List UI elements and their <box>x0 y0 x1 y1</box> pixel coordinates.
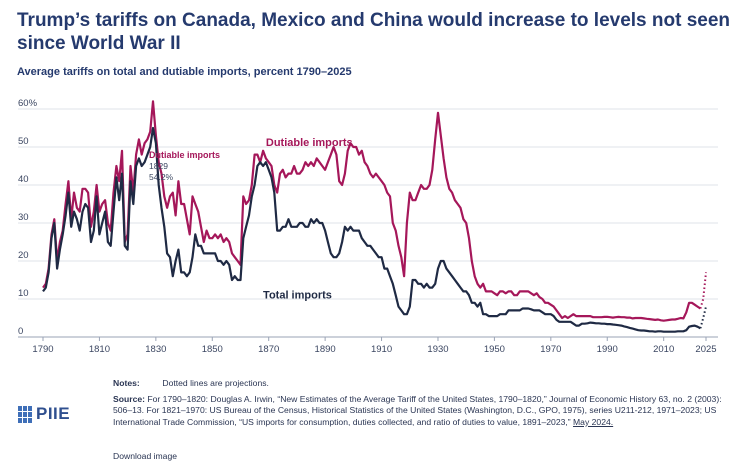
x-tick-label: 1790 <box>32 344 53 355</box>
y-tick-label: 30 <box>18 212 29 223</box>
dutiable-importsprojection-line <box>699 272 707 309</box>
annotation-year: 1829 <box>149 161 168 171</box>
x-tick-label: 1850 <box>202 344 223 355</box>
x-tick-label: 1890 <box>315 344 336 355</box>
y-tick-label: 0 <box>18 326 23 337</box>
source-row: Source: For 1790–1820: Douglas A. Irwin,… <box>113 394 723 428</box>
download-image-link[interactable]: Download image <box>113 451 178 461</box>
x-tick-label: 1930 <box>427 344 448 355</box>
x-tick-label: 1810 <box>89 344 110 355</box>
y-tick-label: 20 <box>18 250 29 261</box>
notes-label: Notes: <box>113 378 140 388</box>
x-tick-label: 1970 <box>540 344 561 355</box>
series-lines <box>42 100 707 333</box>
x-tick-label: 1950 <box>484 344 505 355</box>
dutiable-imports-label: Dutiable imports <box>266 137 353 149</box>
annotation-series-label: Dutiable imports <box>149 150 220 160</box>
x-tick-label: 1830 <box>145 344 166 355</box>
source-text: For 1790–1820: Douglas A. Irwin, “New Es… <box>113 394 722 427</box>
chart-subtitle: Average tariffs on total and dutiable im… <box>17 66 352 78</box>
y-axis-ticks: 0 10 20 30 40 50 60% <box>18 98 38 337</box>
x-axis-ticks: 1790 1810 1830 1850 1870 1890 1910 1930 1950 1970… <box>32 337 717 355</box>
chart-title: Trump’s tariffs on Canada, Mexico and Ch… <box>17 10 731 54</box>
dutiable-importsline <box>42 100 702 322</box>
y-tick-label: 10 <box>18 288 29 299</box>
piie-logo-mark <box>18 405 32 423</box>
piie-logo[interactable]: PIIE <box>18 404 70 424</box>
total-importsline <box>42 126 701 333</box>
source-label: Source: <box>113 394 145 404</box>
notes-text: Dotted lines are projections. <box>162 378 269 388</box>
x-tick-label: 1910 <box>371 344 392 355</box>
piie-logo-text: PIIE <box>36 404 71 423</box>
y-tick-label: 40 <box>18 174 29 185</box>
y-tick-label: 50 <box>18 136 29 147</box>
series-labels: Dutiable imports Total imports Dutiable im… <box>149 137 353 302</box>
total-importsprojection-line <box>699 306 707 329</box>
x-tick-label: 1990 <box>597 344 618 355</box>
x-tick-label: 2010 <box>653 344 674 355</box>
y-tick-label: 60% <box>18 98 38 109</box>
source-link[interactable]: May 2024. <box>573 416 614 427</box>
x-tick-label: 1870 <box>258 344 279 355</box>
notes-row: Notes: Dotted lines are projections. <box>113 377 713 389</box>
total-imports-label: Total imports <box>263 290 332 302</box>
annotation-value: 54.2% <box>149 172 174 182</box>
x-tick-label: 2025 <box>695 344 716 355</box>
